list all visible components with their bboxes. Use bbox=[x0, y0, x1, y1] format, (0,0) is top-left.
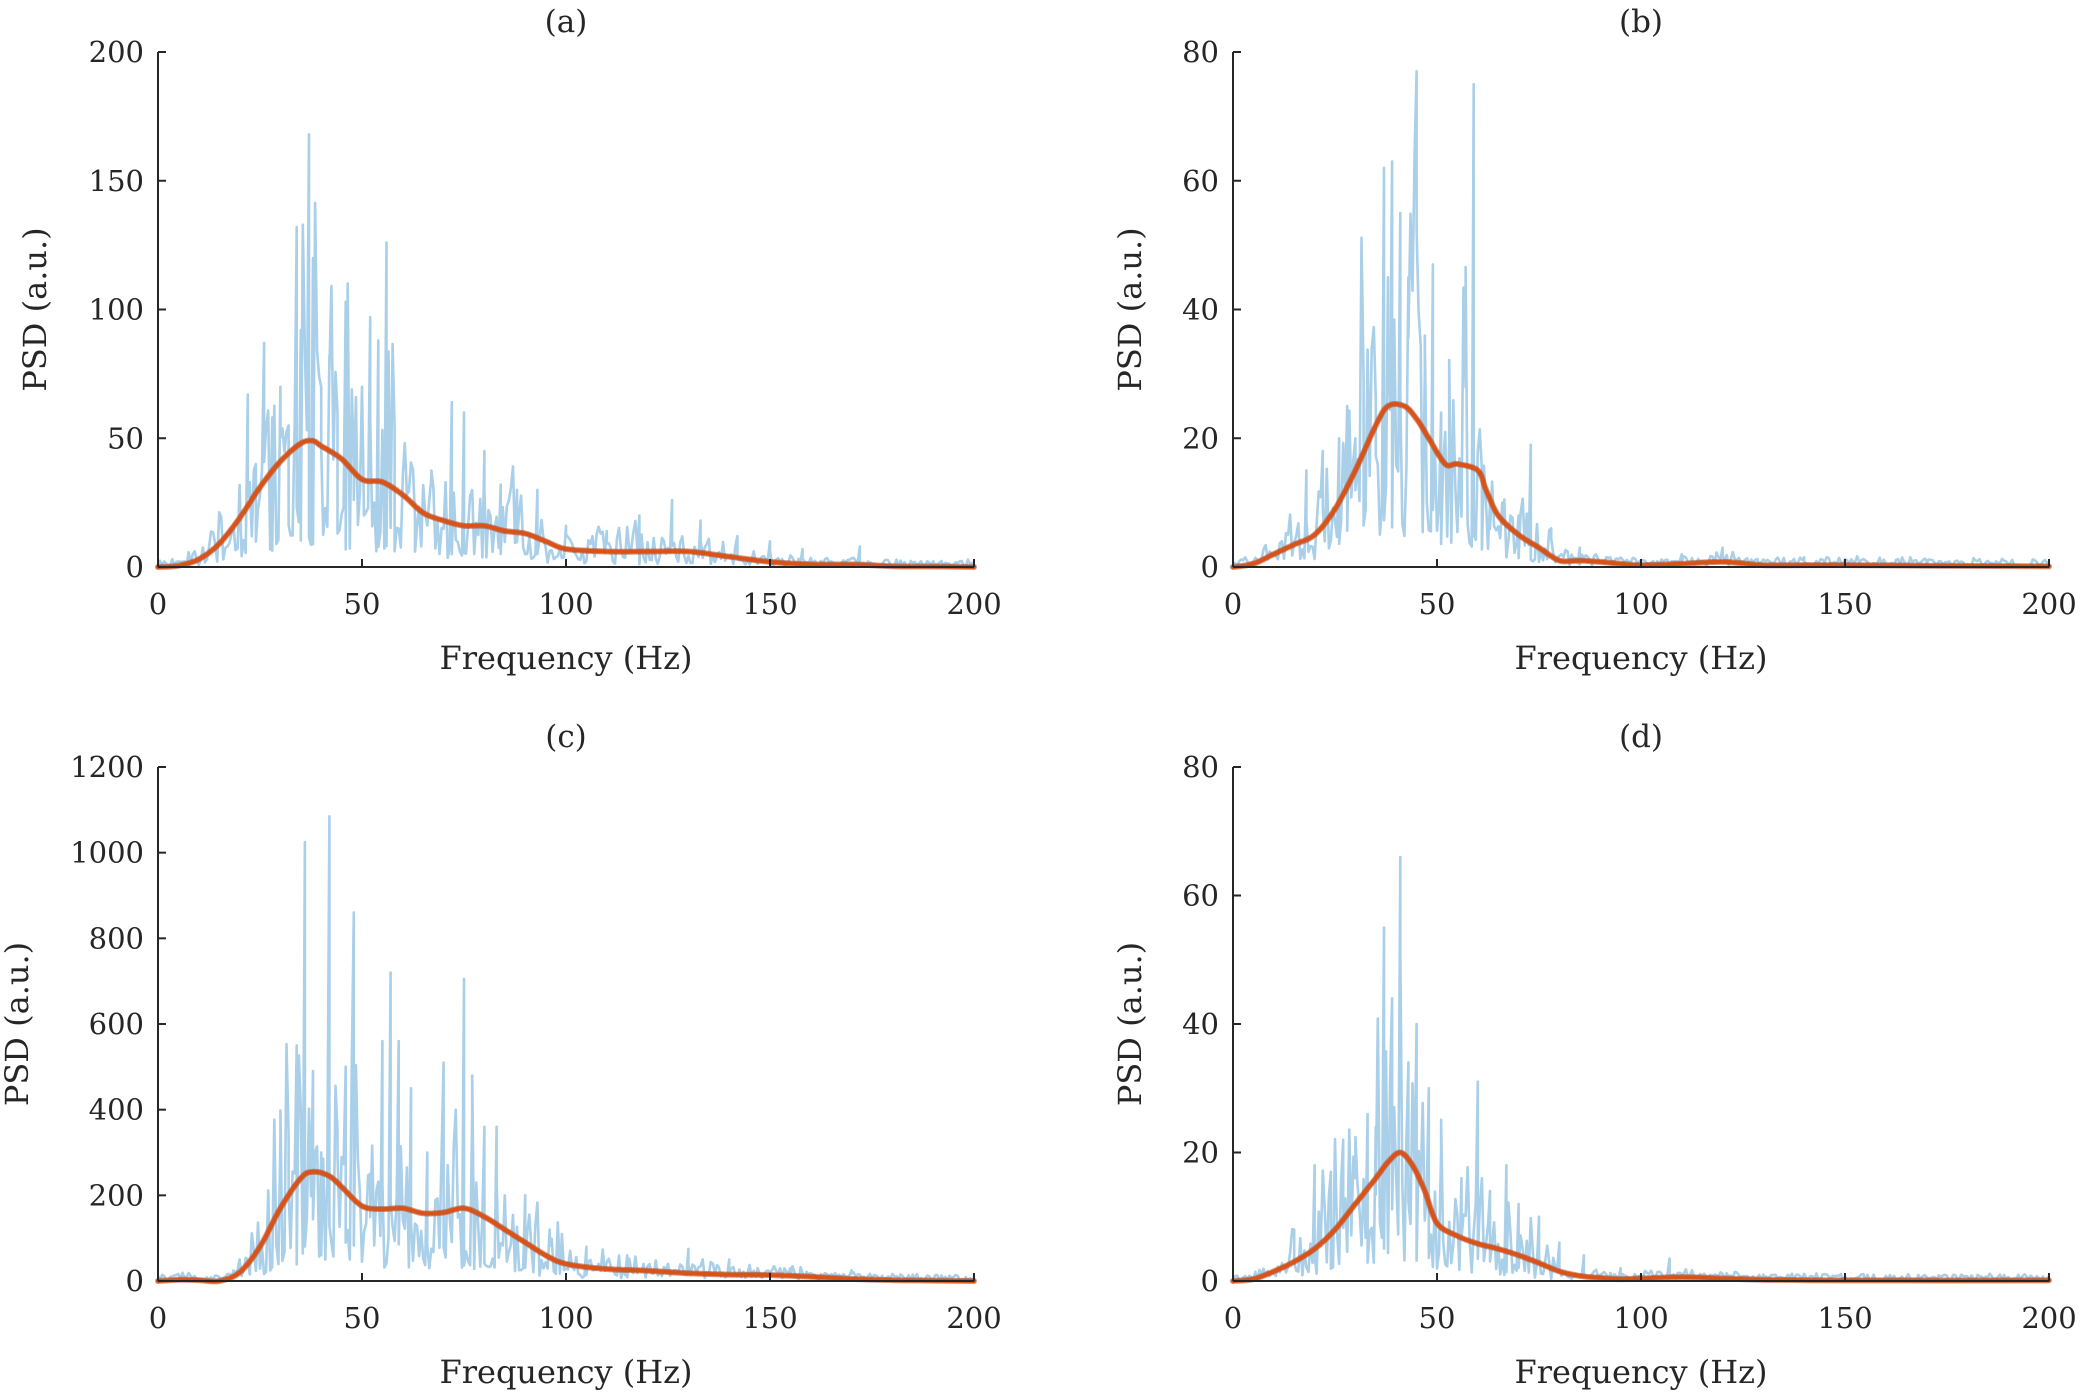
panel-title-b: (b) bbox=[1619, 4, 1663, 40]
y-tick-label: 20 bbox=[1182, 1136, 1219, 1170]
y-tick-label: 80 bbox=[1182, 35, 1219, 69]
x-tick-label: 100 bbox=[538, 587, 593, 621]
x-tick-label: 50 bbox=[1419, 1301, 1456, 1335]
y-tick-label: 80 bbox=[1182, 750, 1219, 784]
y-tick-label: 40 bbox=[1182, 1007, 1219, 1041]
y-tick-label: 1000 bbox=[70, 836, 144, 870]
y-tick-label: 150 bbox=[89, 164, 144, 198]
panel-title-d: (d) bbox=[1619, 719, 1663, 755]
x-tick-label: 50 bbox=[1419, 587, 1456, 621]
y-tick-label: 400 bbox=[89, 1093, 144, 1127]
raw-psd-line-c bbox=[156, 815, 976, 1283]
x-tick-label: 0 bbox=[149, 1301, 167, 1335]
y-tick-label: 0 bbox=[126, 1264, 144, 1298]
x-tick-label: 0 bbox=[1224, 587, 1242, 621]
y-tick-label: 20 bbox=[1182, 421, 1219, 455]
y-tick-label: 0 bbox=[1201, 550, 1219, 584]
y-tick-label: 50 bbox=[107, 421, 144, 455]
smoothed-psd-line-a bbox=[156, 438, 976, 569]
y-tick-label: 0 bbox=[1201, 1264, 1219, 1298]
y-tick-label: 60 bbox=[1182, 879, 1219, 913]
y-axis-title-c: PSD (a.u.) bbox=[0, 942, 36, 1106]
y-tick-label: 800 bbox=[89, 921, 144, 955]
y-tick-label: 1200 bbox=[70, 750, 144, 784]
panel-title-c: (c) bbox=[545, 719, 587, 755]
x-tick-label: 50 bbox=[344, 587, 381, 621]
raw-psd-line-a bbox=[156, 133, 975, 568]
smoothed-psd-line-b bbox=[1231, 402, 2051, 569]
x-tick-label: 200 bbox=[946, 587, 1001, 621]
chart-panel-c: 0 50 100 150 200 0 200 400 600 800 1000 1200 (c) Freq… bbox=[0, 719, 1002, 1391]
x-axis-title-b: Frequency (Hz) bbox=[1515, 639, 1768, 677]
x-axis-title-a: Frequency (Hz) bbox=[440, 639, 693, 677]
x-axis-title-d: Frequency (Hz) bbox=[1515, 1353, 1768, 1391]
x-tick-label: 200 bbox=[2021, 587, 2076, 621]
x-tick-label: 100 bbox=[1613, 1301, 1668, 1335]
x-tick-label: 200 bbox=[946, 1301, 1001, 1335]
chart-panel-a: 0 50 100 150 200 0 50 100 150 200 (a) Frequency (Hz… bbox=[16, 4, 1002, 677]
smoothed-psd-line-d bbox=[1231, 1150, 2051, 1283]
y-axis-title-b: PSD (a.u.) bbox=[1111, 227, 1149, 391]
chart-panel-b: 0 50 100 150 200 0 20 40 60 80 (b) Frequency (Hz) PS… bbox=[1111, 4, 2077, 677]
y-tick-label: 200 bbox=[89, 1178, 144, 1212]
y-tick-label: 60 bbox=[1182, 164, 1219, 198]
x-tick-label: 100 bbox=[538, 1301, 593, 1335]
y-tick-label: 40 bbox=[1182, 293, 1219, 327]
y-tick-label: 200 bbox=[89, 35, 144, 69]
x-tick-label: 150 bbox=[742, 587, 797, 621]
y-axis-title-a: PSD (a.u.) bbox=[16, 227, 54, 391]
x-axis-title-c: Frequency (Hz) bbox=[440, 1353, 693, 1391]
y-tick-label: 0 bbox=[126, 550, 144, 584]
y-tick-label: 100 bbox=[89, 293, 144, 327]
x-tick-label: 150 bbox=[1817, 1301, 1872, 1335]
raw-psd-line-b bbox=[1231, 70, 2050, 568]
x-tick-label: 0 bbox=[1224, 1301, 1242, 1335]
y-tick-label: 600 bbox=[89, 1007, 144, 1041]
y-axis-title-d: PSD (a.u.) bbox=[1111, 942, 1149, 1106]
x-tick-label: 150 bbox=[742, 1301, 797, 1335]
x-tick-label: 150 bbox=[1817, 587, 1872, 621]
smoothed-psd-line-c bbox=[156, 1169, 976, 1284]
x-tick-label: 100 bbox=[1613, 587, 1668, 621]
x-tick-label: 50 bbox=[344, 1301, 381, 1335]
x-tick-label: 0 bbox=[149, 587, 167, 621]
x-tick-label: 200 bbox=[2021, 1301, 2076, 1335]
chart-panel-d: 0 50 100 150 200 0 20 40 60 80 (d) Frequency (Hz) PS… bbox=[1111, 719, 2077, 1391]
panel-title-a: (a) bbox=[545, 4, 588, 40]
raw-psd-line-d bbox=[1232, 855, 2051, 1282]
